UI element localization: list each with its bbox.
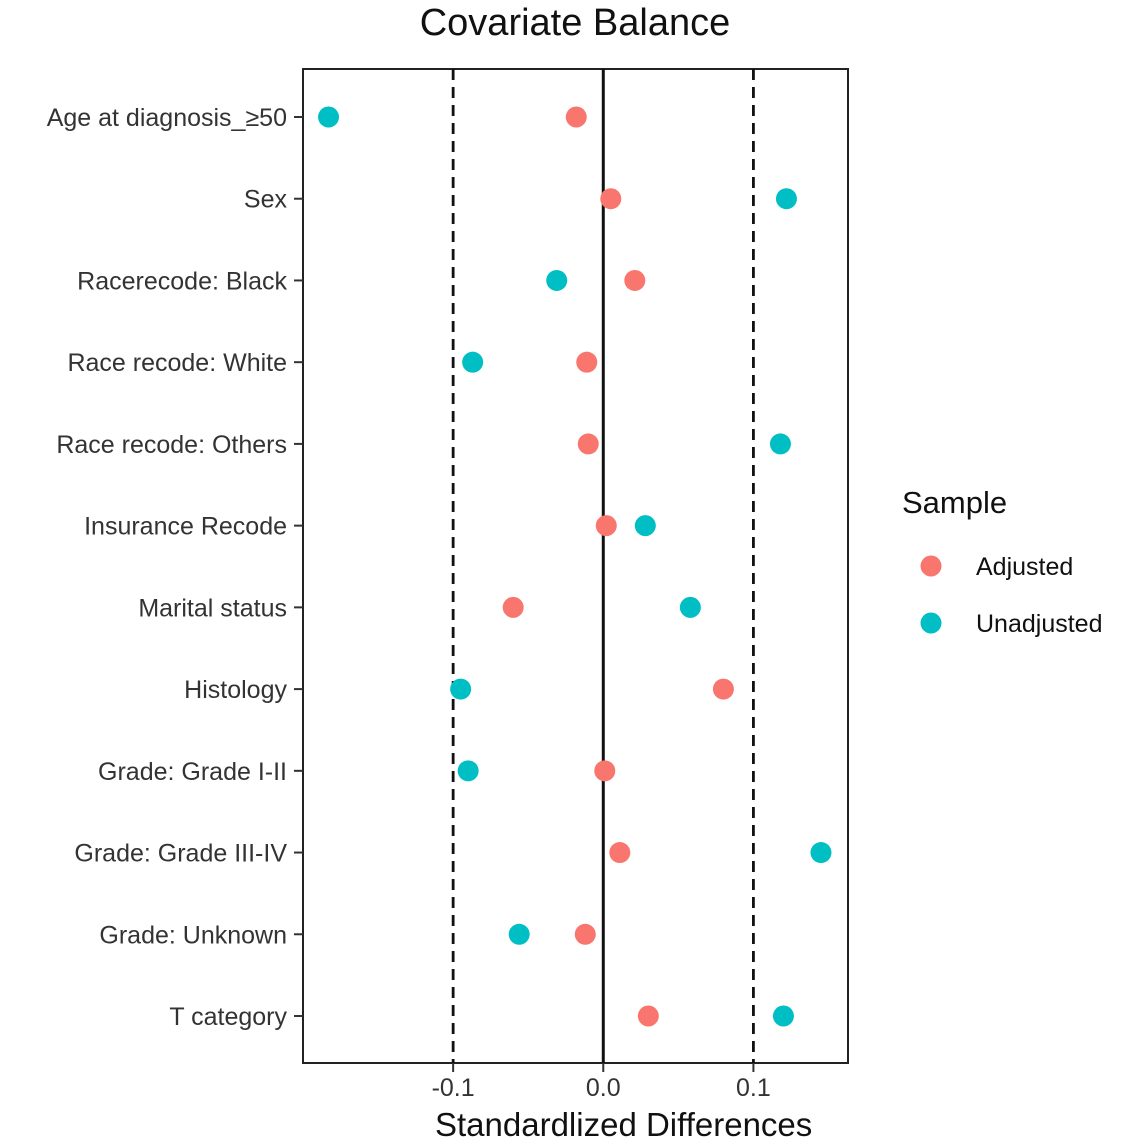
adjusted-point <box>574 923 596 945</box>
unadjusted-point <box>679 596 701 618</box>
adjusted-point <box>594 760 616 782</box>
legend-label-adjusted: Adjusted <box>976 553 1073 581</box>
unadjusted-point <box>634 515 656 537</box>
adjusted-point <box>609 842 631 864</box>
adjusted-point <box>712 678 734 700</box>
y-tick-label: Grade: Grade III-IV <box>74 840 287 868</box>
y-tick-label: Sex <box>244 186 288 214</box>
unadjusted-point <box>457 760 479 782</box>
x-axis-label: Standardlized Differences <box>435 1106 813 1143</box>
y-tick-label: Marital status <box>138 594 287 622</box>
unadjusted-point <box>450 678 472 700</box>
plot-panel <box>302 68 849 1064</box>
unadjusted-point <box>462 351 484 373</box>
y-tick-label: Grade: Unknown <box>99 921 287 949</box>
x-tick-label: -0.1 <box>432 1074 475 1102</box>
legend-title: Sample <box>902 485 1007 520</box>
adjusted-point <box>637 1005 659 1027</box>
legend-key-unadjusted <box>920 612 942 634</box>
y-tick-label: T category <box>169 1003 287 1031</box>
y-tick-label: Racerecode: Black <box>77 267 287 295</box>
y-tick-label: Grade: Grade I-II <box>98 758 287 786</box>
adjusted-point <box>577 433 599 455</box>
y-tick-label: Race recode: White <box>67 349 287 377</box>
legend-key-adjusted <box>920 555 942 577</box>
x-tick-label: 0.1 <box>736 1074 771 1102</box>
unadjusted-point <box>508 923 530 945</box>
y-tick-label: Race recode: Others <box>56 431 287 459</box>
legend-label-unadjusted: Unadjusted <box>976 610 1102 638</box>
adjusted-point <box>624 269 646 291</box>
unadjusted-point <box>810 842 832 864</box>
y-tick-label: Histology <box>184 676 287 704</box>
unadjusted-point <box>769 433 791 455</box>
y-tick-label: Age at diagnosis_≥50 <box>47 104 287 132</box>
chart-title: Covariate Balance <box>419 2 731 44</box>
adjusted-point <box>502 596 524 618</box>
unadjusted-point <box>318 106 340 128</box>
unadjusted-point <box>775 188 797 210</box>
y-tick-label: Insurance Recode <box>84 513 287 541</box>
adjusted-point <box>595 515 617 537</box>
unadjusted-point <box>546 269 568 291</box>
adjusted-point <box>565 106 587 128</box>
x-tick-label: 0.0 <box>586 1074 621 1102</box>
adjusted-point <box>576 351 598 373</box>
unadjusted-point <box>772 1005 794 1027</box>
adjusted-point <box>600 188 622 210</box>
